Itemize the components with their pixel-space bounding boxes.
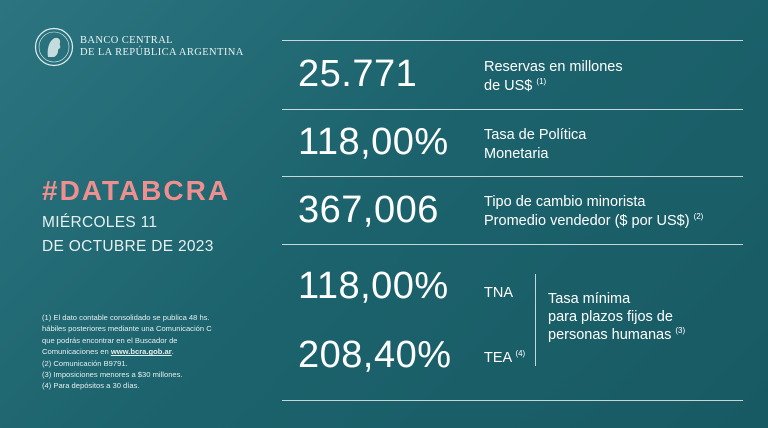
fixed-term-label-line-2: para plazos fijos de [548,309,673,325]
tna-label: TNA [484,285,513,301]
date: MIÉRCOLES 11 DE OCTUBRE DE 2023 [42,211,214,259]
footnote-2: (2) Comunicación B9791. [42,358,128,368]
footnote-1-prefix: Comunicaciones en [42,347,111,357]
fixed-term-label: Tasa mínima para plazos fijos de persona… [548,290,685,344]
reserves-value: 25.771 [298,53,418,95]
exchange-rate-label-line-1: Tipo de cambio minorista [484,194,646,210]
reserves-note: (1) [536,77,547,87]
divider-2 [282,176,743,177]
hashtag-title: #DATABCRA [42,175,231,206]
date-line-1: MIÉRCOLES 11 [42,214,158,231]
exchange-rate-note: (2) [693,212,704,222]
footnote-1-line-2: hábiles posteriores mediante una Comunic… [42,324,212,334]
bcra-seal-icon [34,27,74,67]
divider-1 [282,109,743,110]
footnote-1-suffix: . [171,347,174,357]
footnote-4: (4) Para depósitos a 30 días. [42,381,140,391]
tna-value: 118,00% [298,265,449,307]
footnote-1-line-1: (1) El dato contable consolidado se publ… [42,313,210,322]
footnotes: (1) El dato contable consolidado se publ… [42,312,282,392]
tea-note: (4) [515,349,526,359]
exchange-rate-value: 367,006 [298,189,439,231]
footnote-1-line-4: Comunicaciones en www.bcra.gob.ar. [42,346,282,357]
brand-line-1: BANCO CENTRAL [80,35,173,46]
tea-label: TEA (4) [484,349,526,366]
policy-rate-label-line-2: Monetaria [484,146,549,162]
fixed-term-label-line-3: personas humanas (3) [548,326,686,343]
bcra-logo: BANCO CENTRAL DE LA REPÚBLICA ARGENTINA [34,27,244,67]
exchange-rate-label: Tipo de cambio minorista Promedio vended… [484,193,703,231]
divider-top [282,40,743,41]
brand-line-2: DE LA REPÚBLICA ARGENTINA [80,47,244,58]
tea-value: 208,40% [298,334,452,376]
fixed-term-note: (3) [675,326,686,336]
date-line-2: DE OCTUBRE DE 2023 [42,238,214,255]
policy-rate-label-line-1: Tasa de Política [484,127,587,143]
fixed-term-label-line-1: Tasa mínima [548,291,631,307]
divider-bottom [282,400,743,401]
policy-rate-value: 118,00% [298,121,449,163]
footnote-3: (3) Imposiciones menores a $30 millones. [42,370,183,380]
fixed-term-divider [535,274,536,366]
reserves-label-line-1: Reservas en millones [484,59,623,75]
reserves-label: Reservas en millones de US$ (1) [484,58,623,96]
divider-3 [282,244,743,245]
exchange-rate-label-line-2: Promedio vendedor ($ por US$) (2) [484,212,704,229]
bcra-website-link[interactable]: www.bcra.gob.ar [110,347,172,357]
policy-rate-label: Tasa de Política Monetaria [484,126,586,164]
footnote-1-line-3: que podrás encontrar en el Buscador de [42,335,178,345]
reserves-label-line-2: de US$ (1) [484,77,547,94]
